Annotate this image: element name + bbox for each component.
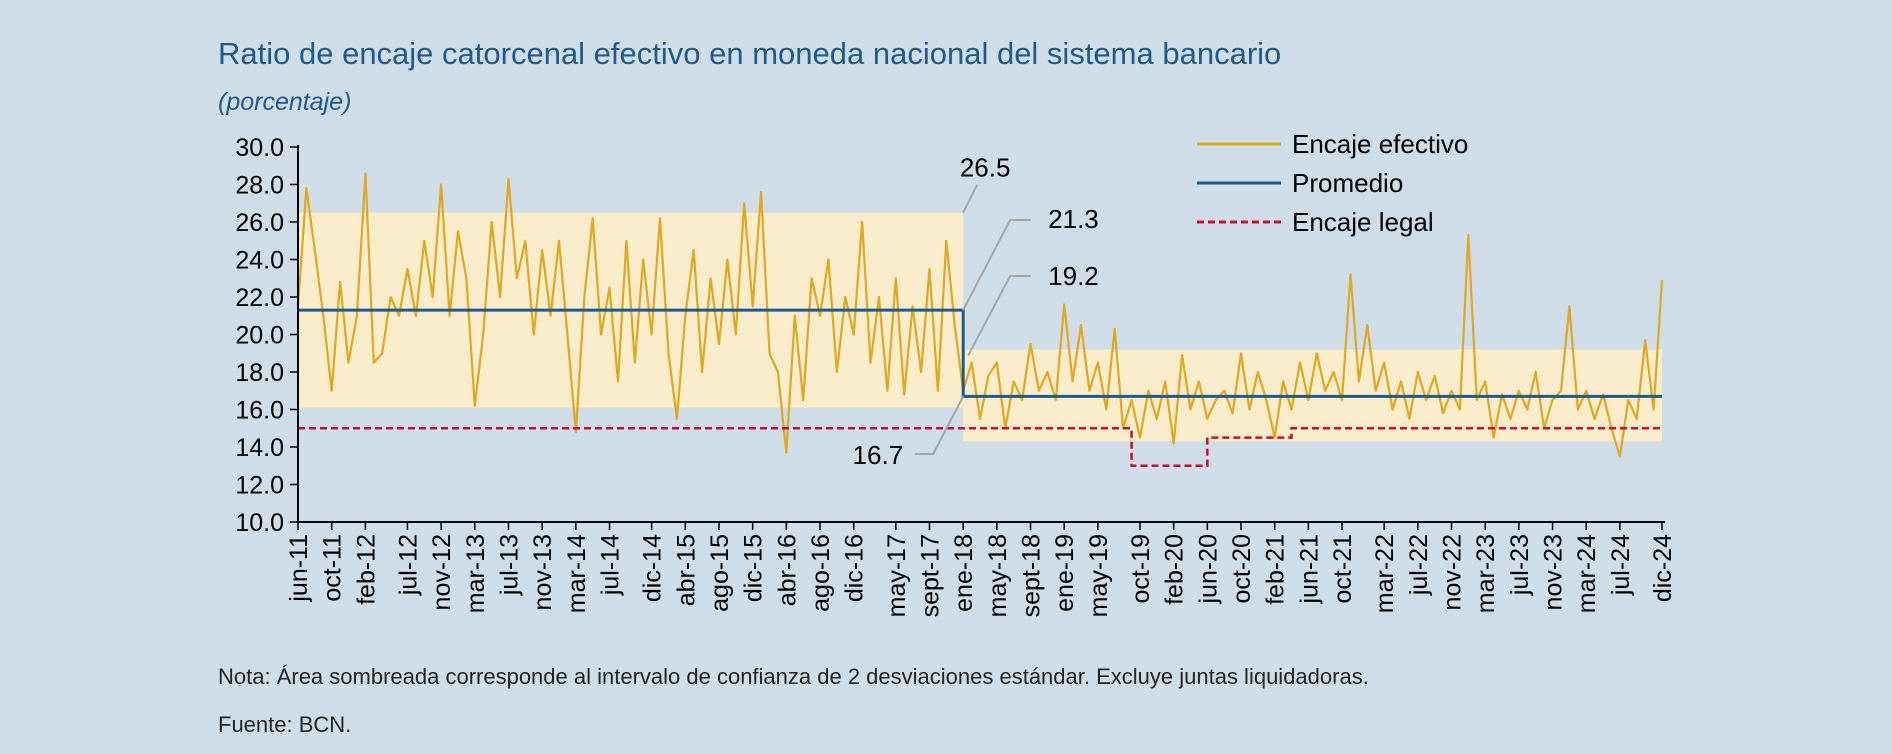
- y-tick-label: 26.0: [235, 209, 284, 237]
- x-tick-label: mar-14: [563, 534, 591, 613]
- x-tick-label: oct-11: [319, 534, 347, 602]
- x-tick-label: ago-15: [706, 534, 734, 612]
- annotation-leader: [962, 219, 1032, 311]
- annotation-label: 21.3: [1048, 204, 1099, 234]
- x-tick-label: sept-18: [1018, 534, 1046, 617]
- x-tick-label: oct-20: [1228, 534, 1256, 603]
- legend-label-effective: Encaje efectivo: [1292, 129, 1468, 159]
- y-tick-label: 30.0: [235, 134, 284, 162]
- series-encaje-efectivo: [296, 172, 1664, 458]
- annotation-leader: [962, 184, 979, 214]
- x-tick-label: nov-23: [1540, 534, 1568, 610]
- legend-label-legal: Encaje legal: [1292, 207, 1434, 237]
- chart-note: Nota: Área sombreada corresponde al inte…: [218, 664, 1369, 689]
- y-tick-label: 16.0: [235, 397, 284, 425]
- x-tick-label: ago-16: [807, 534, 835, 612]
- x-tick-label: ene-18: [950, 534, 978, 612]
- x-tick-label: oct-21: [1329, 534, 1357, 603]
- x-tick-label: may-17: [883, 534, 911, 617]
- x-tick-label: feb-20: [1161, 534, 1189, 605]
- chart-subtitle: (porcentaje): [218, 88, 352, 116]
- x-tick-label: abr-15: [672, 534, 700, 606]
- annotation-label: 16.7: [853, 440, 904, 470]
- x-tick-label: mar-23: [1472, 534, 1500, 613]
- x-tick-label: may-19: [1085, 534, 1113, 617]
- x-tick-label: mar-22: [1371, 534, 1399, 613]
- annotation-label: 26.5: [960, 153, 1011, 183]
- legend-label-average: Promedio: [1292, 168, 1403, 198]
- x-tick-label: jul-12: [394, 534, 422, 596]
- x-tick-label: oct-19: [1127, 534, 1155, 603]
- x-tick-label: dic-16: [841, 534, 869, 602]
- y-tick-label: 28.0: [235, 172, 284, 200]
- x-tick-label: ene-19: [1051, 534, 1079, 612]
- x-tick-label: dic-15: [740, 534, 768, 602]
- y-tick-label: 14.0: [235, 434, 284, 462]
- x-tick-label: jul-24: [1607, 534, 1635, 596]
- chart-source: Fuente: BCN.: [218, 712, 352, 737]
- x-tick-label: jun-11: [285, 534, 313, 603]
- x-tick-label: sept-17: [916, 534, 944, 617]
- x-tick-label: feb-21: [1262, 534, 1290, 605]
- x-tick-label: jun-20: [1194, 534, 1222, 605]
- series-promedio: [298, 308, 1662, 398]
- y-tick-label: 24.0: [235, 247, 284, 275]
- x-tick-label: mar-13: [462, 534, 490, 613]
- x-tick-label: mar-24: [1573, 534, 1601, 613]
- x-tick-label: feb-12: [352, 534, 380, 605]
- x-tick-label: may-18: [984, 534, 1012, 617]
- annotation-leader: [915, 395, 965, 455]
- x-tick-label: dic-14: [639, 534, 667, 602]
- y-tick-label: 20.0: [235, 322, 284, 350]
- x-tick-label: jul-13: [495, 534, 523, 596]
- x-tick-label: abr-16: [773, 534, 801, 606]
- chart-title: Ratio de encaje catorcenal efectivo en m…: [218, 36, 1282, 71]
- annotation-label: 19.2: [1048, 261, 1099, 291]
- x-tick-label: jul-23: [1506, 534, 1534, 596]
- y-tick-label: 18.0: [235, 359, 284, 387]
- annotation-leader: [967, 275, 1032, 356]
- series-encaje-legal: [298, 427, 1662, 468]
- x-tick-label: nov-22: [1439, 534, 1467, 610]
- x-tick-label: jul-14: [597, 534, 625, 596]
- y-tick-label: 12.0: [235, 472, 284, 500]
- x-tick-label: nov-12: [428, 534, 456, 610]
- x-tick-label: nov-13: [529, 534, 557, 610]
- x-tick-label: jun-21: [1295, 534, 1323, 605]
- x-tick-label: jul-22: [1405, 534, 1433, 596]
- y-tick-label: 22.0: [235, 284, 284, 312]
- x-tick-label: dic-24: [1649, 534, 1677, 602]
- y-tick-label: 10.0: [235, 509, 284, 537]
